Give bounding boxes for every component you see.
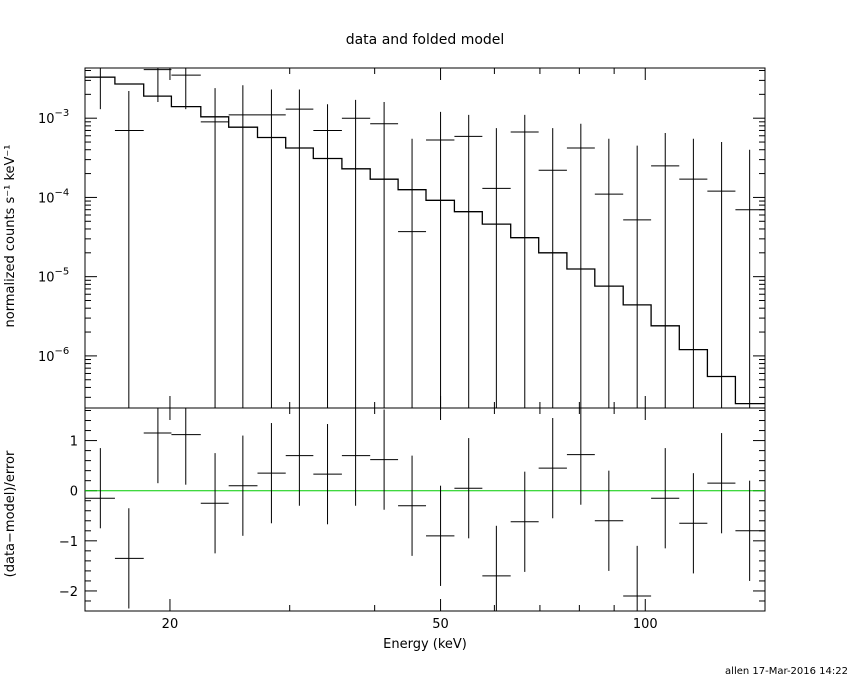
- data-point: [623, 145, 652, 408]
- residual-point: [370, 409, 399, 510]
- residual-point: [594, 470, 624, 571]
- residual-point: [398, 455, 427, 556]
- data-point: [341, 99, 371, 408]
- residual-point: [200, 453, 229, 554]
- residual-point: [651, 448, 680, 549]
- y-axis-label-top: normalized counts s⁻¹ keV⁻¹: [3, 145, 18, 328]
- data-point: [313, 104, 342, 408]
- y-tick-label: 10−5: [38, 267, 69, 286]
- data-point: [370, 102, 399, 408]
- residual-frame: [84, 407, 766, 612]
- data-point: [651, 133, 680, 408]
- data-point: [200, 88, 229, 408]
- data-point: [566, 123, 595, 408]
- residual-point: [257, 423, 286, 524]
- data-point: [707, 142, 736, 408]
- data-point: [143, 68, 172, 103]
- residual-point: [85, 448, 115, 529]
- residual-point: [679, 473, 708, 574]
- y-tick-label-exponent: −6: [55, 346, 70, 357]
- data-point: [171, 68, 201, 110]
- data-point: [285, 89, 314, 408]
- spectrum-panel: 10−3 10−4 10−5 10−6 normalized counts s⁻¹ k…: [3, 67, 766, 409]
- residual-point: [510, 471, 539, 572]
- data-point: [538, 128, 567, 408]
- x-tick-label: 50: [432, 617, 449, 632]
- data-point: [426, 111, 455, 408]
- y-tick-label: 10−6: [38, 346, 69, 365]
- y-tick-label-exponent: −3: [55, 108, 70, 119]
- spectrum-frame: [84, 67, 766, 409]
- y-tick-label: 10−3: [38, 108, 69, 127]
- y-tick-label-exponent: −4: [55, 187, 70, 198]
- residual-point: [143, 408, 172, 484]
- data-point: [228, 85, 258, 408]
- residual-point: [171, 408, 201, 485]
- y-tick-label: −1: [59, 535, 78, 550]
- data-point: [679, 138, 708, 408]
- chart-title: data and folded model: [346, 32, 505, 48]
- data-point: [398, 138, 427, 408]
- residual-point: [735, 480, 765, 581]
- residual-point: [341, 408, 371, 506]
- residual-point: [313, 424, 342, 525]
- residual-point: [707, 433, 736, 534]
- data-point: [257, 89, 286, 408]
- model-step-line: [85, 76, 765, 405]
- footer-stamp: allen 17-Mar-2016 14:22: [725, 666, 848, 677]
- residual-point: [114, 508, 144, 609]
- y-tick-label: −2: [59, 585, 78, 600]
- data-point: [594, 138, 624, 408]
- x-tick-label: 100: [633, 617, 658, 632]
- y-tick-label: 0: [70, 485, 78, 500]
- residual-point: [228, 435, 258, 536]
- residual-point: [482, 525, 511, 611]
- data-point: [735, 149, 765, 408]
- residual-panel: 1 0 −1 −2 (data−model)/error Energy (keV) 2…: [3, 407, 766, 652]
- y-tick-label-exponent: −5: [55, 267, 70, 278]
- data-point: [454, 114, 483, 408]
- x-tick-label: 20: [162, 617, 179, 632]
- y-tick-label: 10−4: [38, 187, 69, 206]
- residual-point: [285, 408, 314, 506]
- data-point: [114, 91, 144, 408]
- residual-point: [538, 418, 567, 519]
- y-tick-label: 1: [70, 435, 78, 450]
- residual-point: [426, 485, 455, 586]
- data-point: [85, 68, 115, 110]
- residual-point: [566, 408, 595, 505]
- data-point: [482, 128, 511, 408]
- residual-point: [454, 438, 483, 539]
- y-axis-label-bottom: (data−model)/error: [3, 450, 18, 577]
- x-axis-label: Energy (keV): [383, 637, 467, 652]
- residual-point: [623, 545, 652, 611]
- data-point: [510, 114, 539, 408]
